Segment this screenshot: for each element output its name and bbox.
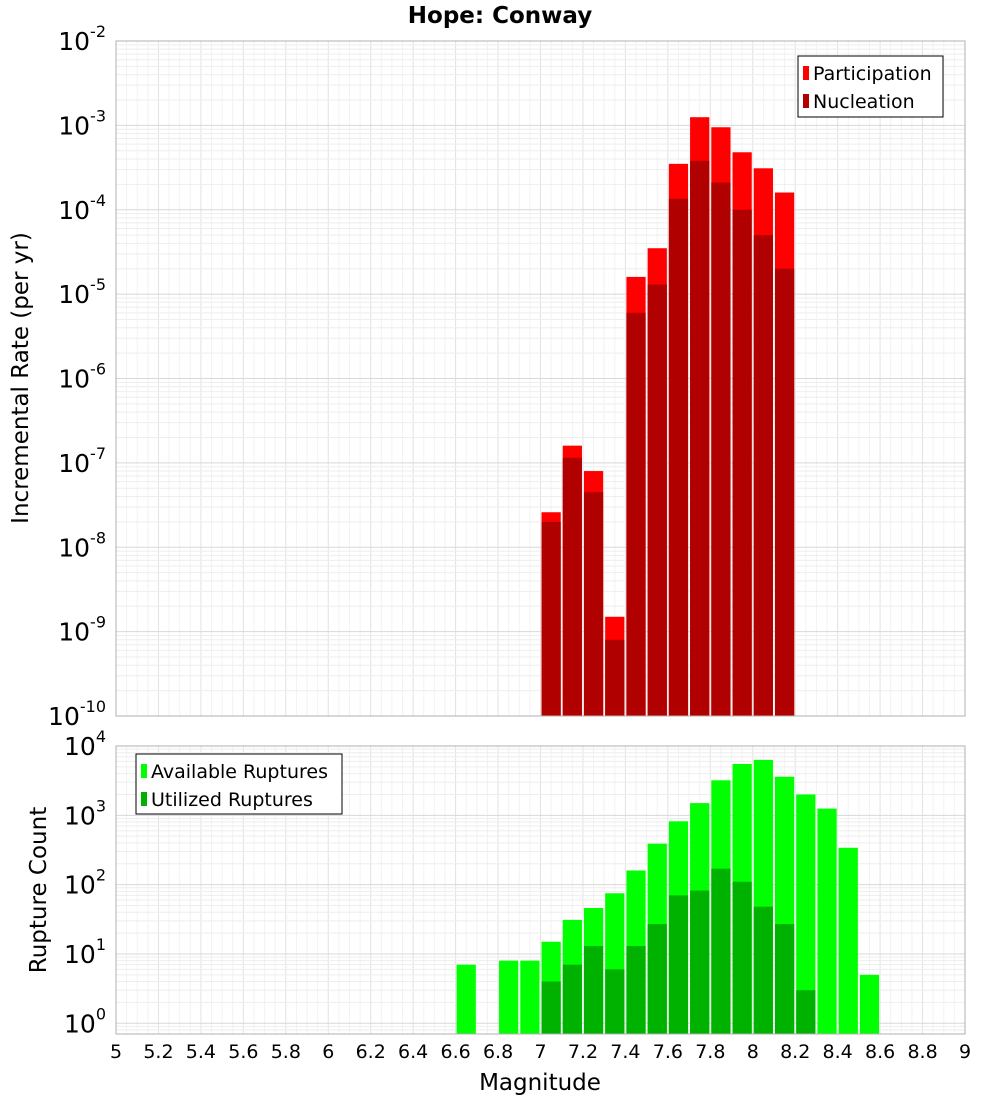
count-y-tick-label: 104 <box>64 727 106 761</box>
nucleation-bar <box>541 521 561 716</box>
nucleation-bar <box>753 235 773 716</box>
rate-y-tick-label: 10-4 <box>58 191 106 225</box>
x-tick-label: 5.4 <box>186 1041 216 1063</box>
x-tick-label: 6.8 <box>483 1041 513 1063</box>
utilized-ruptures-bar <box>796 990 816 1034</box>
rate-legend-swatch <box>803 66 809 80</box>
rate-y-tick-label: 10-7 <box>58 444 106 478</box>
x-tick-label: 7 <box>534 1041 546 1063</box>
nucleation-bar <box>562 457 582 716</box>
x-tick-label: 7.4 <box>610 1041 640 1063</box>
nucleation-bar <box>583 492 604 716</box>
x-tick-label: 8.2 <box>780 1041 810 1063</box>
count-y-tick-label: 102 <box>64 866 106 900</box>
utilized-ruptures-bar <box>647 924 667 1034</box>
x-tick-label: 8.6 <box>865 1041 895 1063</box>
available-ruptures-bar <box>456 964 476 1034</box>
bottom-y-axis-label: Rupture Count <box>26 807 52 973</box>
x-tick-label: 6 <box>322 1041 334 1063</box>
x-tick-label: 7.6 <box>653 1041 683 1063</box>
rate-legend-label: Nucleation <box>813 91 915 113</box>
x-tick-label: 5 <box>110 1041 122 1063</box>
x-tick-label: 6.4 <box>398 1041 428 1063</box>
rate-legend-label: Participation <box>813 63 932 85</box>
x-tick-label: 8 <box>747 1041 759 1063</box>
count-legend-swatch <box>141 792 147 806</box>
nucleation-bar <box>626 312 646 716</box>
rate-y-tick-label: 10-6 <box>58 360 106 394</box>
available-ruptures-bar <box>838 847 858 1034</box>
count-y-tick-label: 103 <box>64 796 106 830</box>
utilized-ruptures-bar <box>626 946 646 1034</box>
rate-y-tick-label: 10-2 <box>58 22 106 56</box>
available-ruptures-bar <box>520 960 540 1034</box>
utilized-ruptures-bar <box>774 924 795 1034</box>
x-tick-label: 7.2 <box>568 1041 598 1063</box>
nucleation-bar <box>774 268 795 716</box>
utilized-ruptures-bar <box>562 964 582 1034</box>
count-plot-border <box>115 745 966 1035</box>
nucleation-bar <box>605 639 625 716</box>
rate-y-tick-label: 10-5 <box>58 275 106 309</box>
rate-plot-border <box>115 40 966 717</box>
rate-y-tick-label: 10-10 <box>48 697 106 731</box>
rupture-count-plot-panel: 100 101 102 103 104 Available Ruptures Utilize… <box>64 727 966 1038</box>
available-ruptures-bar <box>796 794 816 1034</box>
x-tick-label: 6.6 <box>440 1041 470 1063</box>
utilized-ruptures-bar <box>732 881 752 1034</box>
rate-legend-box <box>797 55 944 118</box>
count-y-tick-label: 100 <box>64 1004 106 1038</box>
nucleation-bar <box>732 209 752 716</box>
utilized-ruptures-bar <box>690 890 710 1034</box>
nucleation-bar <box>647 284 667 716</box>
x-tick-label: 8.4 <box>823 1041 853 1063</box>
x-axis-label: Magnitude <box>479 1070 601 1096</box>
x-tick-label: 5.6 <box>228 1041 258 1063</box>
x-tick-label: 7.8 <box>695 1041 725 1063</box>
available-ruptures-bar <box>817 808 837 1034</box>
available-ruptures-bar <box>859 974 880 1034</box>
x-tick-label: 6.2 <box>356 1041 386 1063</box>
rate-legend-swatch <box>803 94 809 108</box>
nucleation-bar <box>690 160 710 717</box>
count-y-tick-label: 101 <box>64 935 106 969</box>
count-legend-box <box>135 753 343 815</box>
utilized-ruptures-bar <box>541 981 561 1034</box>
chart-title: Hope: Conway <box>408 3 592 29</box>
rate-y-tick-label: 10-8 <box>58 528 106 562</box>
x-tick-label: 9 <box>959 1041 971 1063</box>
available-ruptures-bar <box>499 960 519 1034</box>
count-legend-swatch <box>141 764 147 778</box>
utilized-ruptures-bar <box>753 906 773 1034</box>
rate-y-tick-label: 10-3 <box>58 106 106 140</box>
utilized-ruptures-bar <box>605 969 625 1034</box>
count-legend-label: Available Ruptures <box>151 761 328 783</box>
utilized-ruptures-bar <box>583 946 604 1034</box>
nucleation-bar <box>711 182 731 716</box>
x-tick-label: 8.8 <box>907 1041 937 1063</box>
x-tick-label: 5.2 <box>143 1041 173 1063</box>
utilized-ruptures-bar <box>711 868 731 1034</box>
count-legend-label: Utilized Ruptures <box>151 789 313 811</box>
x-tick-label: 5.8 <box>271 1041 301 1063</box>
top-y-axis-label: Incremental Rate (per yr) <box>8 232 34 524</box>
rate-y-tick-label: 10-9 <box>58 613 106 647</box>
utilized-ruptures-bar <box>668 895 689 1034</box>
rate-plot-panel: 10-10 10-9 10-8 10-7 10-6 10-5 10-4 10-3 10-2 Par… <box>48 22 966 731</box>
nucleation-bar <box>668 198 689 717</box>
